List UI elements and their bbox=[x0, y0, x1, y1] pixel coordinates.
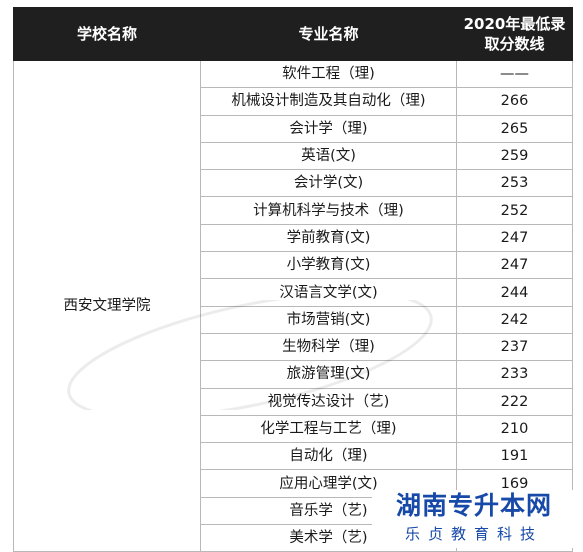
major-name-cell: 小学教育(文) bbox=[200, 251, 457, 280]
header-min-score-line2: 取分数线 bbox=[484, 35, 545, 53]
table-header: 学校名称 专业名称 2020年最低录 取分数线 bbox=[13, 7, 573, 61]
major-name-cell: 汉语言文学(文) bbox=[200, 278, 457, 307]
table-row: 西安文理学院 软件工程（理) —— bbox=[13, 59, 573, 552]
table-row: 英语(文) 259 bbox=[14, 141, 573, 171]
min-score-cell: 237 bbox=[456, 332, 573, 362]
header-school-name: 学校名称 bbox=[13, 7, 201, 61]
table-row: 会计学(文) 253 bbox=[14, 169, 573, 198]
table-row: 汉语言文学(文) 244 bbox=[14, 278, 573, 307]
header-row: 学校名称 专业名称 2020年最低录 取分数线 bbox=[13, 7, 573, 61]
major-name-cell: 视觉传达设计（艺) bbox=[200, 387, 457, 416]
major-name-cell: 软件工程（理) bbox=[200, 59, 457, 89]
table-row: 小学教育(文) 247 bbox=[14, 251, 573, 280]
major-name-cell: 计算机科学与技术（理) bbox=[200, 196, 457, 225]
min-score-cell: 210 bbox=[456, 414, 573, 444]
major-name-cell: 市场营销(文) bbox=[200, 305, 457, 334]
min-score-cell: 252 bbox=[456, 196, 573, 225]
major-name-cell: 旅游管理(文) bbox=[200, 360, 457, 389]
min-score-cell: 242 bbox=[456, 305, 573, 334]
brand-subtitle: 乐贞教育科技 bbox=[404, 525, 543, 543]
table-row: 旅游管理(文) 233 bbox=[14, 360, 573, 389]
major-name-cell: 自动化（理) bbox=[200, 442, 457, 471]
min-score-cell: 259 bbox=[456, 141, 573, 171]
table-row: 自动化（理) 191 bbox=[14, 442, 573, 471]
min-score-cell: 222 bbox=[456, 387, 573, 416]
major-name-cell: 英语(文) bbox=[200, 141, 457, 171]
table-row: 市场营销(文) 242 bbox=[14, 305, 573, 334]
table-row: 生物科学（理) 237 bbox=[14, 332, 573, 362]
header-major-name: 专业名称 bbox=[200, 7, 457, 61]
min-score-cell: —— bbox=[456, 59, 573, 89]
table-body: 西安文理学院 软件工程（理) —— 机械设计制造及其自动化（理) 266 会计学（理) 26… bbox=[13, 59, 573, 552]
min-score-cell: 233 bbox=[456, 360, 573, 389]
min-score-cell: 247 bbox=[456, 251, 573, 280]
table-row: 机械设计制造及其自动化（理) 266 bbox=[14, 87, 573, 116]
major-name-cell: 生物科学（理) bbox=[200, 332, 457, 362]
min-score-cell: 247 bbox=[456, 223, 573, 253]
admission-score-table: 学校名称 专业名称 2020年最低录 取分数线 西安文理学院 软件工程（理) —— 机… bbox=[13, 7, 573, 552]
table-row: 计算机科学与技术（理) 252 bbox=[14, 196, 573, 225]
min-score-cell: 253 bbox=[456, 169, 573, 198]
brand-title: 湖南专升本网 bbox=[395, 491, 552, 520]
table-row: 化学工程与工艺（理) 210 bbox=[14, 414, 573, 444]
table-row: 视觉传达设计（艺) 222 bbox=[14, 387, 573, 416]
header-min-score: 2020年最低录 取分数线 bbox=[456, 7, 573, 61]
table-row: 应用心理学(文) 169 bbox=[14, 469, 573, 498]
brand-logo: 湖南专升本网 乐贞教育科技 bbox=[372, 490, 576, 548]
table-row: 学前教育(文) 247 bbox=[14, 223, 573, 253]
major-name-cell: 会计学(文) bbox=[200, 169, 457, 198]
min-score-cell: 244 bbox=[456, 278, 573, 307]
min-score-cell: 191 bbox=[456, 442, 573, 471]
min-score-cell: 265 bbox=[456, 114, 573, 143]
min-score-cell: 266 bbox=[456, 87, 573, 116]
school-name-cell: 西安文理学院 bbox=[13, 59, 201, 552]
major-name-cell: 机械设计制造及其自动化（理) bbox=[200, 87, 457, 116]
header-min-score-line1: 2020年最低录 bbox=[463, 15, 566, 33]
major-name-cell: 学前教育(文) bbox=[200, 223, 457, 253]
major-name-cell: 化学工程与工艺（理) bbox=[200, 414, 457, 444]
major-name-cell: 会计学（理) bbox=[200, 114, 457, 143]
